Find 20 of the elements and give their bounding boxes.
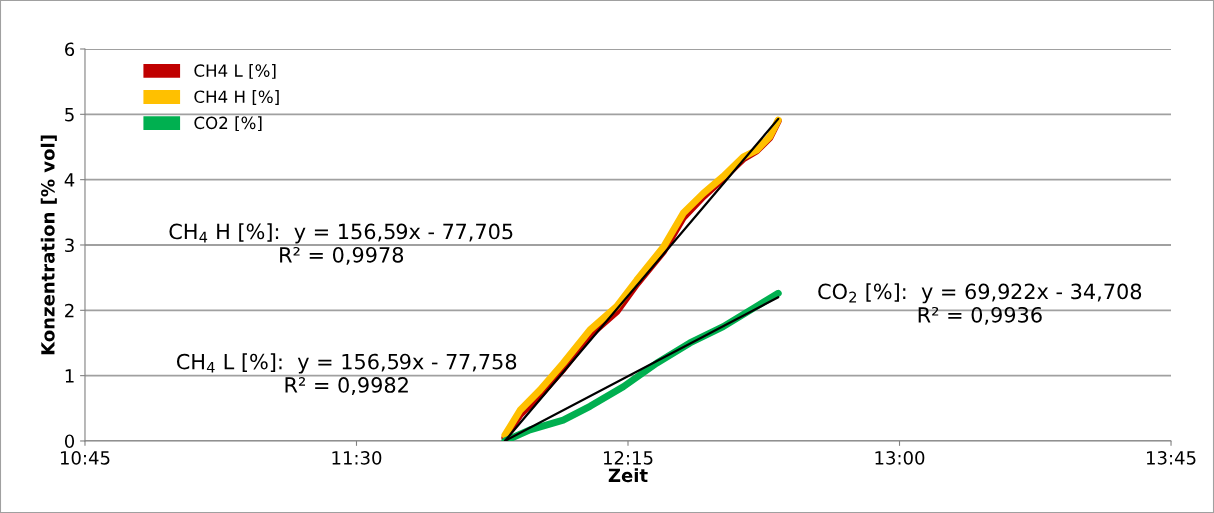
x-tick-label: 13:45 [1146, 451, 1196, 465]
y-axis-title: Konzentration [% vol] [40, 135, 57, 355]
x-tick-label: 13:00 [875, 451, 925, 465]
legend-label: CH4 H [%] [194, 90, 279, 105]
x-tick-label: 10:45 [60, 451, 110, 465]
y-tick-label: 2 [65, 303, 74, 318]
y-tick-label: 4 [64, 173, 75, 187]
x-tick-label: 11:30 [332, 451, 382, 465]
legend-label: CO2 [%] [194, 116, 262, 132]
y-tick-label: 1 [65, 369, 74, 383]
x-axis-title: Zeit [608, 468, 648, 483]
annotation: CH$_{4}$ L [%]: y = 156,59x - 77,758 R² = 0,9982 [176, 353, 517, 395]
annotation: CO$_{2}$ [%]: y = 69,922x - 34,708 R² = 0,9936 [818, 283, 1142, 325]
y-tick-label: 0 [64, 434, 75, 449]
annotation: CH$_{4}$ H [%]: y = 156,59x - 77,705 R² = 0,9978 [169, 223, 513, 265]
y-tick-label: 6 [65, 42, 75, 57]
x-tick-label: 12:15 [603, 451, 653, 465]
legend-label: CH4 L [%] [194, 63, 276, 79]
y-tick-label: 3 [65, 238, 74, 253]
y-tick-label: 5 [65, 108, 74, 122]
